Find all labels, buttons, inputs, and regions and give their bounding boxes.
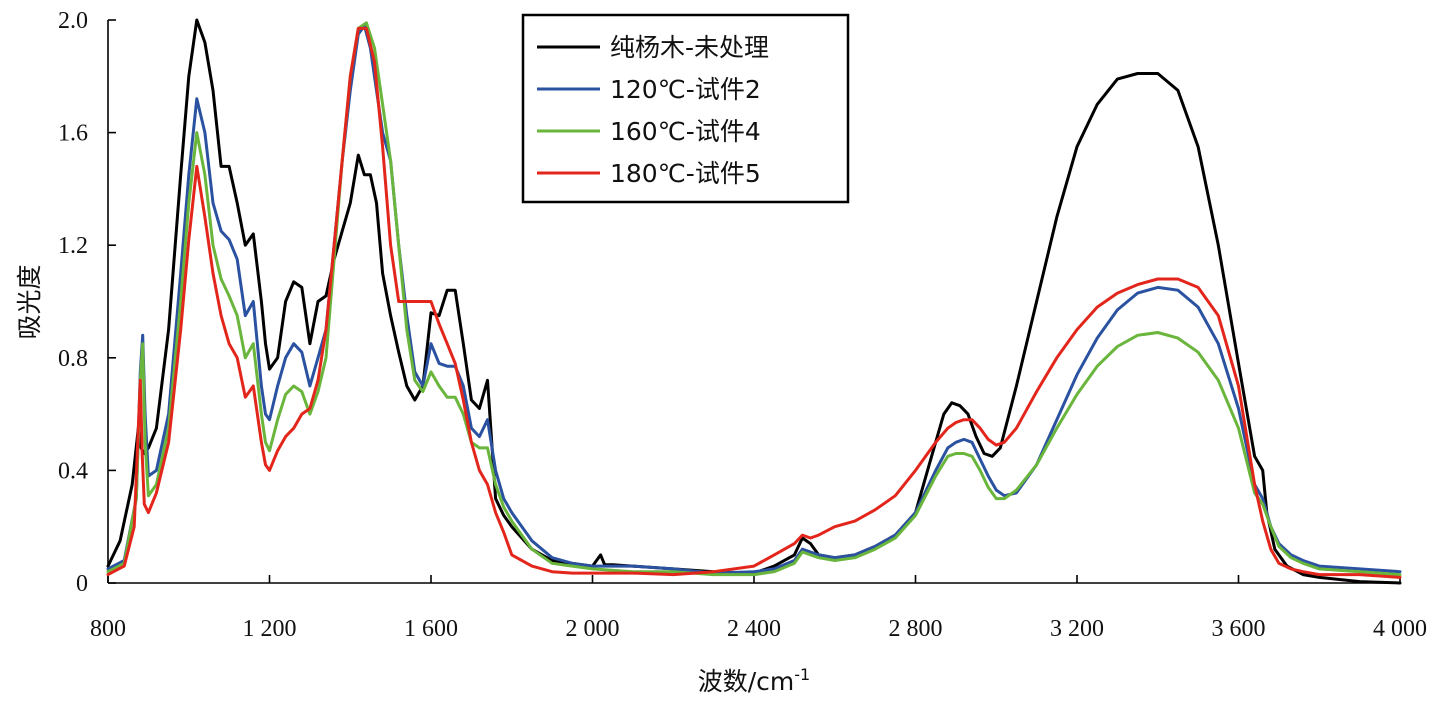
x-tick-label: 3 600 — [1212, 616, 1266, 642]
x-tick-label: 3 200 — [1050, 616, 1104, 642]
legend-items: 纯杨木-未处理 120℃-试件2 160℃-试件4 180℃-试件5 — [537, 33, 769, 188]
legend-label-1: 纯杨木-未处理 — [610, 33, 769, 62]
series-layer — [106, 18, 1402, 585]
x-axis-title: 波数/cm-1 — [698, 665, 810, 696]
x-tick-label: 2 400 — [727, 616, 781, 642]
x-ticks: 800 1 200 1 600 2 000 2 400 2 800 3 200 3 600 4 … — [90, 575, 1427, 642]
x-axis-title-text: 波数/cm — [698, 667, 795, 696]
x-tick-label: 1 200 — [243, 616, 297, 642]
y-tick-label: 1.2 — [58, 233, 88, 259]
x-tick-label: 2 000 — [566, 616, 620, 642]
legend-label-3: 160℃-试件4 — [610, 117, 761, 146]
x-tick-label: 4 000 — [1373, 616, 1427, 642]
x-axis-title-sup: -1 — [794, 665, 810, 684]
x-tick-label: 1 600 — [404, 616, 458, 642]
series-line-1 — [106, 18, 1402, 585]
series-line-4 — [106, 26, 1402, 579]
legend-label-2: 120℃-试件2 — [610, 75, 761, 104]
x-tick-label: 2 800 — [889, 616, 943, 642]
legend-label-4: 180℃-试件5 — [610, 159, 761, 188]
y-tick-label: 2.0 — [58, 8, 88, 34]
y-tick-label: 0.4 — [58, 458, 88, 484]
y-tick-label: 0.8 — [58, 346, 88, 372]
y-axis-title: 吸光度 — [15, 264, 44, 339]
series-line-2 — [106, 24, 1402, 575]
series-line-3 — [106, 21, 1402, 577]
x-tick-label: 800 — [90, 616, 126, 642]
y-tick-label: 1.6 — [58, 121, 88, 147]
y-ticks: 0 0.4 0.8 1.2 1.6 2.0 — [58, 8, 116, 597]
y-tick-label: 0 — [76, 571, 88, 597]
legend: 纯杨木-未处理 120℃-试件2 160℃-试件4 180℃-试件5 — [521, 13, 850, 204]
